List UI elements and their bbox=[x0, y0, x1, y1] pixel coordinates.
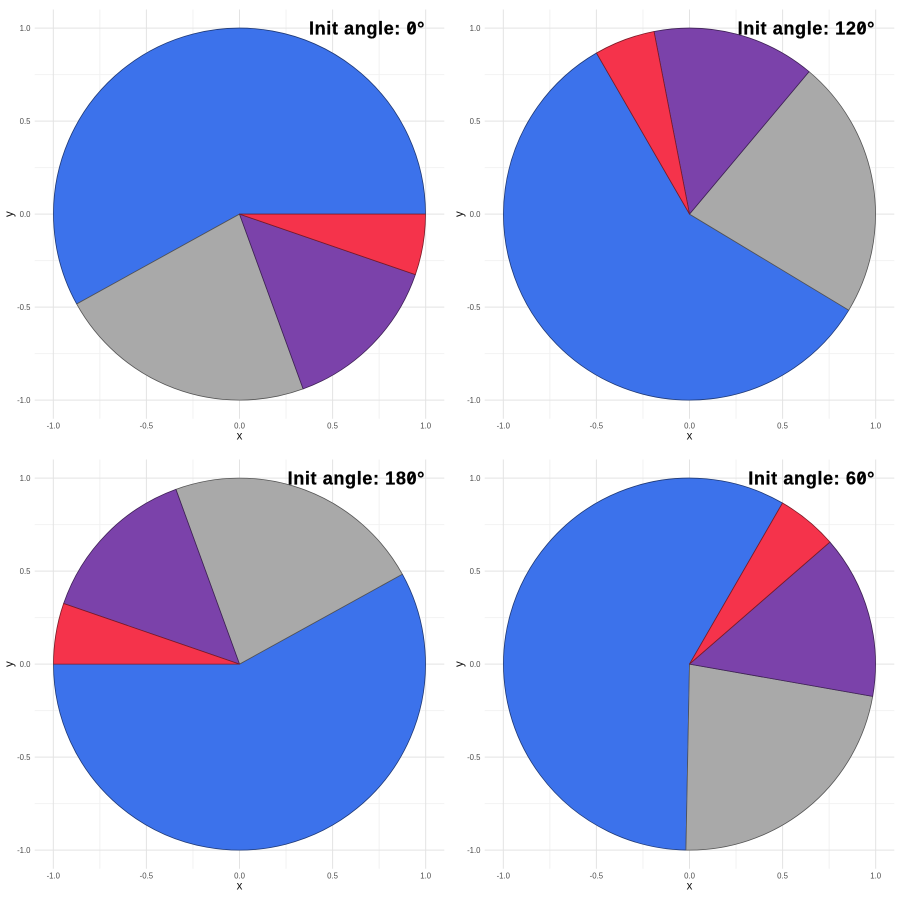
svg-text:-1.0: -1.0 bbox=[497, 872, 511, 881]
svg-text:0.5: 0.5 bbox=[327, 422, 339, 431]
svg-text:-0.5: -0.5 bbox=[590, 422, 604, 431]
svg-text:-0.5: -0.5 bbox=[17, 753, 31, 762]
svg-text:1.0: 1.0 bbox=[470, 24, 482, 33]
svg-text:0.5: 0.5 bbox=[327, 872, 339, 881]
svg-text:1.0: 1.0 bbox=[870, 422, 882, 431]
svg-text:-1.0: -1.0 bbox=[497, 422, 511, 431]
svg-text:-0.5: -0.5 bbox=[590, 872, 604, 881]
svg-text:y: y bbox=[4, 661, 16, 667]
svg-text:-0.5: -0.5 bbox=[17, 303, 31, 312]
svg-text:x: x bbox=[237, 430, 243, 442]
svg-text:-0.5: -0.5 bbox=[140, 422, 154, 431]
svg-text:1.0: 1.0 bbox=[470, 474, 482, 483]
svg-text:0.5: 0.5 bbox=[20, 117, 32, 126]
svg-text:0.0: 0.0 bbox=[234, 872, 246, 881]
svg-text:x: x bbox=[687, 430, 693, 442]
svg-text:0.0: 0.0 bbox=[20, 660, 32, 669]
svg-text:-1.0: -1.0 bbox=[47, 422, 61, 431]
svg-text:-0.5: -0.5 bbox=[467, 753, 481, 762]
svg-text:-1.0: -1.0 bbox=[17, 396, 31, 405]
svg-text:0.0: 0.0 bbox=[470, 660, 482, 669]
svg-text:Init angle: 0°: Init angle: 0° bbox=[309, 19, 425, 39]
svg-text:0.0: 0.0 bbox=[234, 422, 246, 431]
svg-text:1.0: 1.0 bbox=[870, 872, 882, 881]
svg-text:-0.5: -0.5 bbox=[140, 872, 154, 881]
svg-text:1.0: 1.0 bbox=[20, 24, 32, 33]
svg-text:1.0: 1.0 bbox=[20, 474, 32, 483]
svg-text:0.5: 0.5 bbox=[470, 567, 482, 576]
svg-text:Init angle: 120°: Init angle: 120° bbox=[738, 19, 875, 39]
svg-text:0.0: 0.0 bbox=[20, 210, 32, 219]
svg-text:0.0: 0.0 bbox=[684, 422, 696, 431]
svg-text:x: x bbox=[237, 880, 243, 892]
svg-text:0.5: 0.5 bbox=[777, 422, 789, 431]
svg-text:y: y bbox=[454, 211, 466, 217]
svg-text:1.0: 1.0 bbox=[420, 872, 432, 881]
svg-text:0.5: 0.5 bbox=[20, 567, 32, 576]
svg-text:-1.0: -1.0 bbox=[47, 872, 61, 881]
svg-text:-1.0: -1.0 bbox=[467, 396, 481, 405]
svg-text:0.5: 0.5 bbox=[470, 117, 482, 126]
svg-text:0.5: 0.5 bbox=[777, 872, 789, 881]
svg-text:0.0: 0.0 bbox=[470, 210, 482, 219]
svg-text:y: y bbox=[454, 661, 466, 667]
svg-text:1.0: 1.0 bbox=[420, 422, 432, 431]
svg-text:0.0: 0.0 bbox=[684, 872, 696, 881]
svg-text:Init angle: 60°: Init angle: 60° bbox=[748, 469, 875, 489]
svg-text:Init angle: 180°: Init angle: 180° bbox=[288, 469, 425, 489]
svg-text:-1.0: -1.0 bbox=[17, 846, 31, 855]
svg-text:y: y bbox=[4, 211, 16, 217]
svg-text:-1.0: -1.0 bbox=[467, 846, 481, 855]
svg-text:-0.5: -0.5 bbox=[467, 303, 481, 312]
svg-text:x: x bbox=[687, 880, 693, 892]
